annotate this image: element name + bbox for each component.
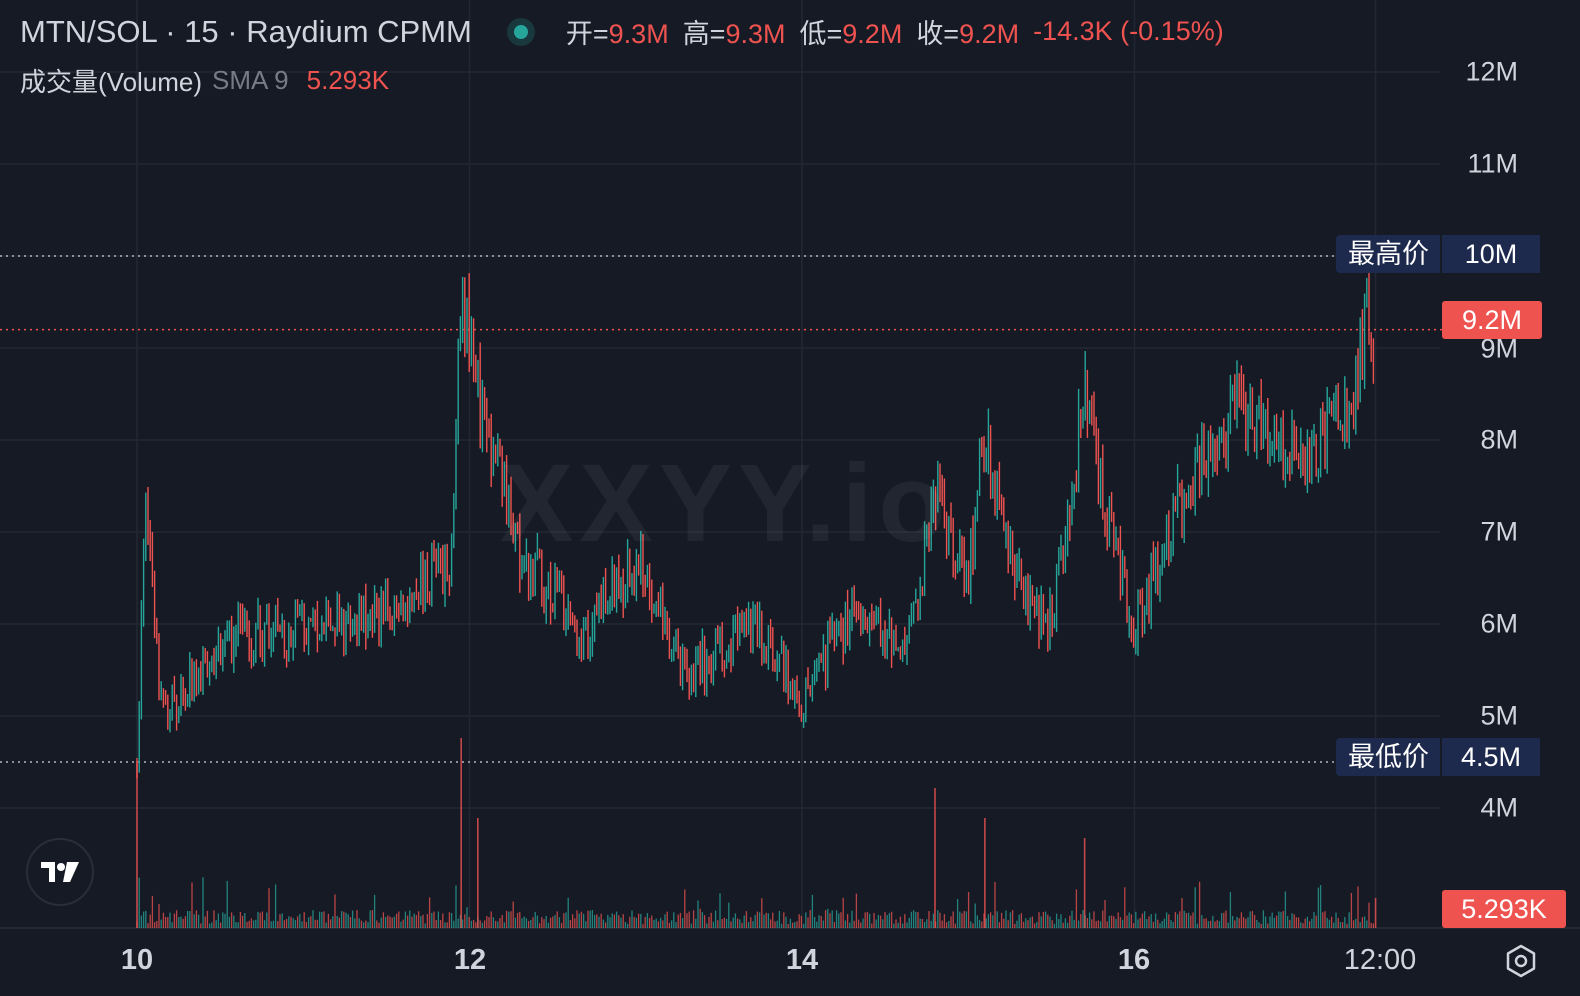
high-value: 高=9.3M — [682, 19, 786, 49]
highest-price-tag-name: 最高价 — [1336, 235, 1441, 273]
last-price-tag: 9.2M — [1442, 301, 1542, 339]
sma-label: SMA 9 — [212, 65, 289, 95]
x-tick-12: 12 — [453, 944, 487, 976]
ohlc-legend: MTN/SOL · 15 · Raydium CPMM 开=9.3M 高=9.3… — [20, 12, 1224, 51]
y-tick-11m: 11M — [1467, 148, 1518, 179]
close-value: 收=9.2M — [916, 19, 1020, 49]
y-tick-8m: 8M — [1480, 424, 1518, 455]
volume-label: 成交量(Volume) — [20, 67, 203, 97]
watermark: XXYY.io — [500, 442, 952, 565]
lowest-price-tag-value: 4.5M — [1440, 738, 1540, 776]
x-tick-10: 10 — [120, 944, 154, 976]
high-low-lines — [0, 255, 1442, 763]
low-value: 低=9.2M — [799, 19, 903, 49]
x-tick-16: 16 — [1117, 944, 1151, 976]
y-tick-12m: 12M — [1465, 56, 1518, 87]
tradingview-logo-icon[interactable] — [26, 838, 94, 906]
live-status-dot-icon — [513, 24, 528, 39]
candlesticks — [136, 264, 1375, 779]
y-tick-4m: 4M — [1480, 792, 1518, 823]
volume-legend[interactable]: 成交量(Volume) SMA 9 5.293K — [20, 62, 389, 99]
y-tick-6m: 6M — [1480, 608, 1518, 639]
x-tick-1200: 12:00 — [1343, 944, 1417, 976]
settings-gear-icon[interactable] — [1504, 944, 1538, 978]
last-volume-tag: 5.293K — [1442, 890, 1566, 928]
y-tick-7m: 7M — [1480, 516, 1518, 547]
symbol-title[interactable]: MTN/SOL · 15 · Raydium CPMM — [20, 13, 472, 49]
volume-bars — [136, 738, 1377, 928]
y-tick-5m: 5M — [1480, 700, 1518, 731]
change-value: -14.3K (-0.15%) — [1033, 16, 1224, 46]
volume-value: 5.293K — [306, 65, 390, 95]
lowest-price-tag-name: 最低价 — [1336, 738, 1441, 776]
x-tick-14: 14 — [785, 944, 819, 976]
highest-price-tag-value: 10M — [1440, 235, 1540, 273]
open-value: 开=9.3M — [565, 19, 669, 49]
